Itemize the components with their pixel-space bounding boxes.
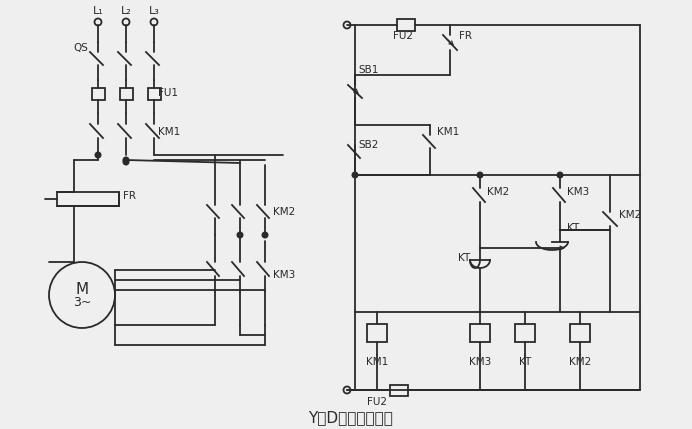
Bar [367,324,387,342]
Text: KM1: KM1 [437,127,459,137]
Bar [397,19,415,31]
Text: FU2: FU2 [367,397,387,407]
Bar [148,88,161,100]
Text: KM3: KM3 [567,187,590,197]
Text: KM2: KM2 [619,210,641,220]
Text: FU2: FU2 [393,31,413,41]
Text: KM2: KM2 [569,357,591,367]
Circle shape [123,157,129,163]
Text: KT: KT [519,357,531,367]
Text: 3~: 3~ [73,296,91,309]
Circle shape [352,172,358,178]
Text: FU1: FU1 [158,88,178,98]
Text: KM3: KM3 [273,270,295,280]
Bar [120,88,133,100]
Bar [390,385,408,396]
Circle shape [123,159,129,165]
Circle shape [262,232,268,238]
Text: KM3: KM3 [469,357,491,367]
Text: KT: KT [567,223,579,233]
Text: L₁: L₁ [93,6,103,16]
Bar [570,324,590,342]
Text: KM2: KM2 [273,207,295,217]
Text: KM1: KM1 [366,357,388,367]
Text: L₃: L₃ [149,6,159,16]
Circle shape [557,172,563,178]
Bar [470,324,490,342]
Text: L₂: L₂ [120,6,131,16]
Text: KM1: KM1 [158,127,180,137]
Circle shape [95,152,101,158]
Circle shape [237,232,243,238]
Text: KM2: KM2 [487,187,509,197]
Bar [92,88,105,100]
Text: SB1: SB1 [358,65,379,75]
Text: FR: FR [123,191,136,201]
Bar [515,324,535,342]
Circle shape [477,172,483,178]
Text: KT: KT [458,253,471,263]
Text: Y－D起动控制电路: Y－D起动控制电路 [307,411,392,426]
Text: FR: FR [459,31,472,41]
Text: SB2: SB2 [358,140,379,150]
Bar [57,192,119,206]
Text: QS: QS [73,43,88,53]
Text: M: M [75,283,89,297]
